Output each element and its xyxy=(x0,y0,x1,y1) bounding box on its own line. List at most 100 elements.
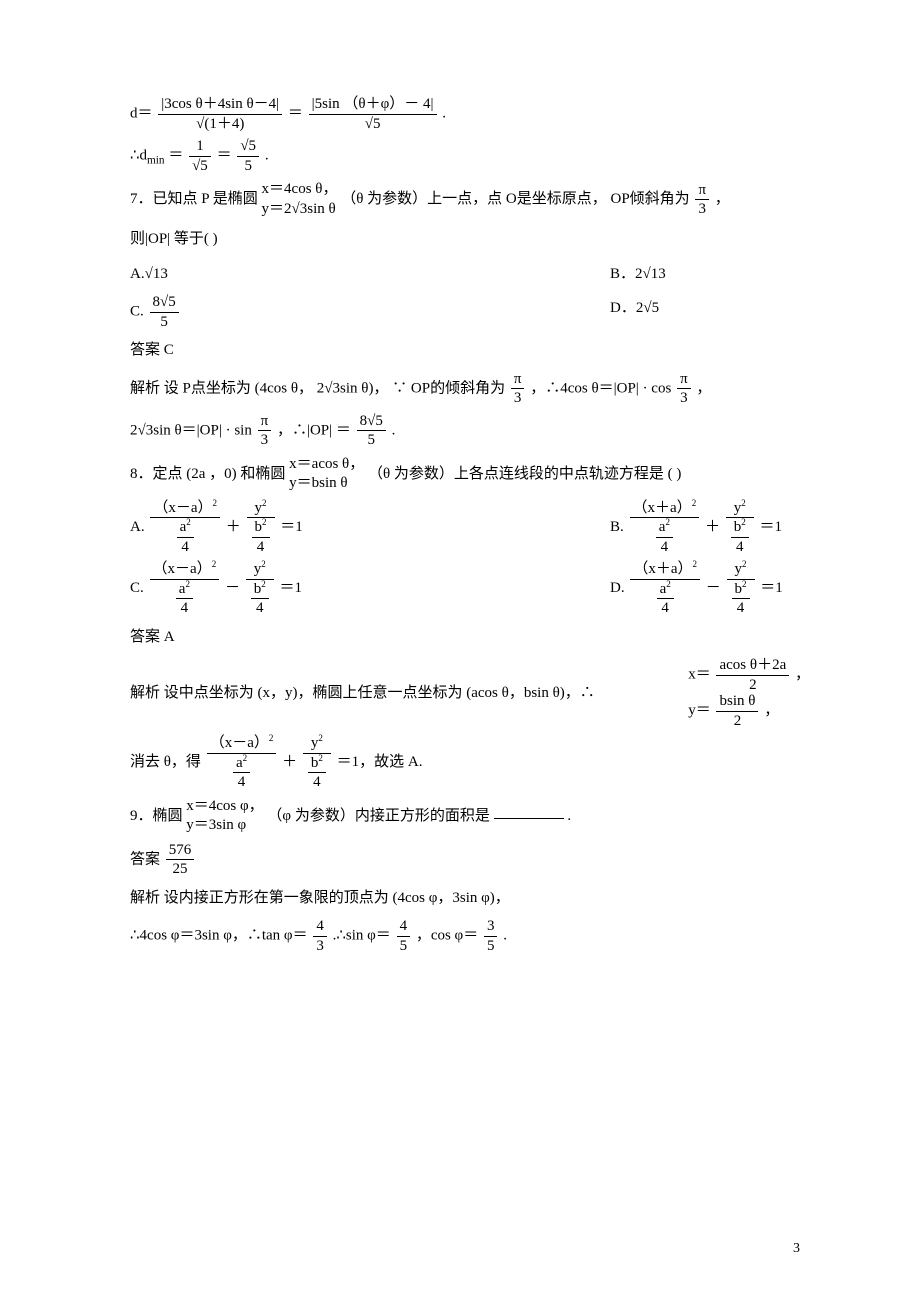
brace-system: x＝4cos θ， y＝2√3sin θ xyxy=(262,180,338,219)
fraction: y2 b2 4 xyxy=(244,561,276,617)
text: 答案 C xyxy=(130,342,174,358)
text: .∴sin φ＝ xyxy=(333,927,391,943)
fraction: 3 5 xyxy=(482,918,500,954)
q7-answer: 答案 C xyxy=(130,336,810,365)
fraction: 8√5 5 xyxy=(355,413,388,449)
option-b: B．2√13 xyxy=(610,266,666,282)
fraction: |5sin （θ＋φ）－ 4| √5 xyxy=(307,96,439,132)
pre: C. xyxy=(130,580,144,596)
option-c-pre: C. xyxy=(130,303,144,319)
fraction: 8√5 5 xyxy=(148,294,181,330)
text: 答案 xyxy=(130,851,164,867)
fraction: a2 4 xyxy=(174,581,195,617)
fraction: π 3 xyxy=(509,371,527,407)
minus: － xyxy=(706,580,721,596)
fraction: （x－a）2 a2 4 xyxy=(148,500,222,556)
text: d＝ xyxy=(130,105,153,121)
q9-explain2: ∴4cos φ＝3sin φ，∴tan φ＝ 4 3 .∴sin φ＝ 4 5 … xyxy=(130,918,810,954)
text: . xyxy=(567,807,571,823)
q8-answer: 答案 A xyxy=(130,623,810,652)
minus: － xyxy=(225,580,240,596)
fraction: y2 b2 4 xyxy=(724,500,756,556)
q8-explain2: 消去 θ，得 （x－a）2 a2 4 ＋ y2 b2 4 ＝1，故选 A. xyxy=(130,735,810,791)
option-c: C. （x－a）2 a2 4 － y2 b2 4 xyxy=(130,561,610,617)
fraction: y2 b2 4 xyxy=(301,735,333,791)
fraction: b2 4 xyxy=(249,581,271,617)
fraction: （x－a）2 a2 4 xyxy=(205,735,279,791)
q9-stem: 9．椭圆 x＝4cos φ， y＝3sin φ （φ 为参数）内接正方形的面积是… xyxy=(130,797,810,836)
q7-options-row2: C. 8√5 5 D．2√5 xyxy=(130,294,810,330)
text: 答案 A xyxy=(130,629,175,645)
eq: ＝1 xyxy=(279,580,302,596)
text: ， xyxy=(696,380,711,396)
text: （θ 为参数）上各点连线段的中点轨迹方程是 ( ) xyxy=(368,465,681,481)
fraction: acos θ＋2a 2 xyxy=(714,657,791,693)
q7-stem2: 则|OP| 等于( ) xyxy=(130,225,810,254)
fraction: 4 3 xyxy=(311,918,329,954)
fraction: bsin θ 2 xyxy=(714,693,760,729)
eq: ＝1 xyxy=(280,519,303,535)
text: . xyxy=(442,105,446,121)
text: 解析 设 P点坐标为 (4cos θ， 2√3sin θ)， ∵ OP的倾斜角为 xyxy=(130,380,509,396)
eq: ＝1 xyxy=(760,580,783,596)
q8-options-row1: A. （x－a）2 a2 4 ＋ y2 b2 4 xyxy=(130,500,810,556)
text: ∴d xyxy=(130,147,147,163)
fill-blank xyxy=(494,803,564,819)
q7-options-row1: A.√13 B．2√13 xyxy=(130,260,810,289)
eq: ＝1 xyxy=(759,519,782,535)
brace-system: x＝4cos φ， y＝3sin φ xyxy=(186,797,263,836)
text: ＝1，故选 A. xyxy=(337,754,423,770)
fraction: a2 4 xyxy=(231,755,252,791)
text: ＝ xyxy=(217,147,232,163)
option-a: A. （x－a）2 a2 4 ＋ y2 b2 4 xyxy=(130,500,610,556)
q7-explain1: 解析 设 P点坐标为 (4cos θ， 2√3sin θ)， ∵ OP的倾斜角为… xyxy=(130,371,810,407)
text: 解析 设内接正方形在第一象限的顶点为 (4cos φ，3sin φ)， xyxy=(130,890,510,906)
text: ＝ xyxy=(168,147,183,163)
q7-stem: 7．已知点 P 是椭圆 x＝4cos θ， y＝2√3sin θ （θ 为参数）… xyxy=(130,180,810,219)
brace-system: x＝ acos θ＋2a 2 ， y＝ bsin θ 2 ， xyxy=(688,657,810,729)
text: 8．定点 (2a ，0) 和椭圆 xyxy=(130,465,289,481)
text: ，cos φ＝ xyxy=(416,927,478,943)
plus: ＋ xyxy=(282,754,297,770)
text: 2√3sin θ＝|OP| · sin xyxy=(130,422,256,438)
fraction: （x＋a）2 a2 4 xyxy=(628,500,702,556)
document-page: d＝ |3cos θ＋4sin θ－4| √(1＋4) ＝ |5sin （θ＋φ… xyxy=(0,0,920,1303)
text: ∴4cos φ＝3sin φ，∴tan φ＝ xyxy=(130,927,308,943)
text: （θ 为参数）上一点，点 O是坐标原点， OP倾斜角为 xyxy=(341,191,693,207)
fraction: 576 25 xyxy=(164,842,197,878)
q8-stem: 8．定点 (2a ，0) 和椭圆 x＝acos θ， y＝bsin θ （θ 为… xyxy=(130,455,810,494)
pre: D. xyxy=(610,580,625,596)
option-d: D. （x＋a）2 a2 4 － y2 b2 4 xyxy=(610,561,810,617)
fraction: （x＋a）2 a2 4 xyxy=(628,561,702,617)
plus: ＋ xyxy=(226,519,241,535)
pre: A. xyxy=(130,519,145,535)
q9-explain1: 解析 设内接正方形在第一象限的顶点为 (4cos φ，3sin φ)， xyxy=(130,884,810,913)
q8-options-row2: C. （x－a）2 a2 4 － y2 b2 4 xyxy=(130,561,810,617)
eq-dmin: ∴dmin ＝ 1 √5 ＝ √5 5 . xyxy=(130,138,810,174)
fraction: √5 5 xyxy=(235,138,261,174)
fraction: a2 4 xyxy=(655,581,676,617)
sub: min xyxy=(147,154,165,166)
option-b: B. （x＋a）2 a2 4 ＋ y2 b2 4 xyxy=(610,500,810,556)
text: ， xyxy=(715,191,730,207)
plus: ＋ xyxy=(705,519,720,535)
pre: B. xyxy=(610,519,624,535)
fraction: b2 4 xyxy=(306,755,328,791)
fraction: （x－a）2 a2 4 xyxy=(148,561,222,617)
text: . xyxy=(392,422,396,438)
eq-d: d＝ |3cos θ＋4sin θ－4| √(1＋4) ＝ |5sin （θ＋φ… xyxy=(130,96,810,132)
fraction: 4 5 xyxy=(395,918,413,954)
text: ，∴4cos θ＝|OP| · cos xyxy=(530,380,671,396)
option-a: A.√13 xyxy=(130,266,168,282)
fraction: 1 √5 xyxy=(187,138,213,174)
text: . xyxy=(265,147,269,163)
q8-explain1: 解析 设中点坐标为 (x，y)，椭圆上任意一点坐标为 (acos θ，bsin … xyxy=(130,657,810,729)
fraction: π 3 xyxy=(693,182,711,218)
text: . xyxy=(503,927,507,943)
q9-answer: 答案 576 25 xyxy=(130,842,810,878)
fraction: b2 4 xyxy=(250,519,272,555)
fraction: a2 4 xyxy=(654,519,675,555)
text: 则|OP| 等于( ) xyxy=(130,231,218,247)
text: ＝ xyxy=(288,105,303,121)
page-number: 3 xyxy=(793,1236,800,1263)
